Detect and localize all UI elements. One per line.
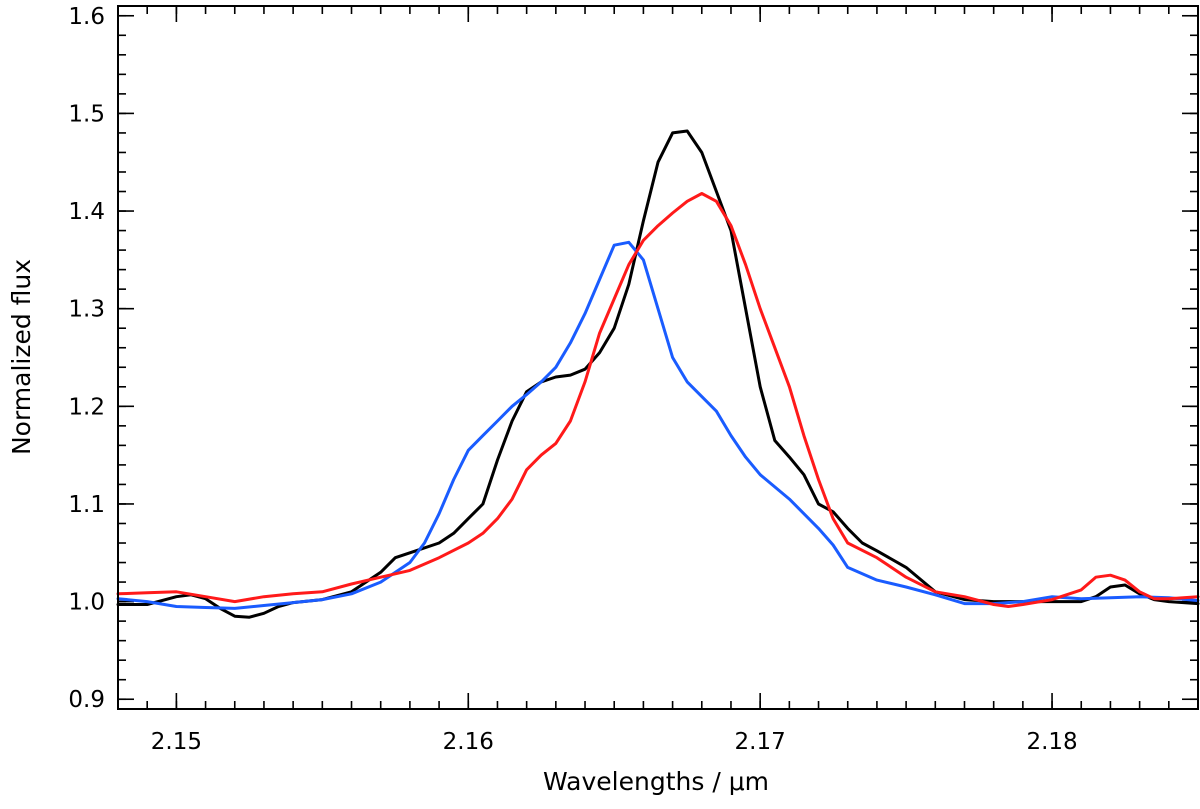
x-tick-label: 2.17 bbox=[735, 729, 786, 755]
y-tick-label: 1.4 bbox=[68, 199, 105, 225]
x-tick-label: 2.15 bbox=[151, 729, 202, 755]
x-tick-label: 2.16 bbox=[443, 729, 494, 755]
tick-labels: 2.15 2.16 2.17 2.18 0.9 1.0 1.1 1.2 1.3 1.4 1.5 1.6 bbox=[68, 4, 1077, 755]
y-tick-label: 1.2 bbox=[68, 394, 105, 420]
series-line-red bbox=[116, 192, 1200, 608]
x-tick-label: 2.18 bbox=[1026, 729, 1077, 755]
y-tick-label: 0.9 bbox=[68, 687, 105, 713]
series-line-black bbox=[116, 129, 1200, 619]
series-line-blue bbox=[116, 240, 1200, 610]
y-tick-label: 1.0 bbox=[68, 590, 105, 616]
y-tick-label: 1.5 bbox=[68, 101, 105, 127]
series-lines bbox=[116, 129, 1200, 619]
y-tick-label: 1.3 bbox=[68, 297, 105, 323]
y-axis-label: Normalized flux bbox=[7, 259, 36, 455]
y-tick-label: 1.1 bbox=[68, 492, 105, 518]
y-tick-label: 1.6 bbox=[68, 4, 105, 30]
x-axis-label: Wavelengths / μm bbox=[543, 767, 769, 796]
plot-frame bbox=[117, 5, 1199, 710]
